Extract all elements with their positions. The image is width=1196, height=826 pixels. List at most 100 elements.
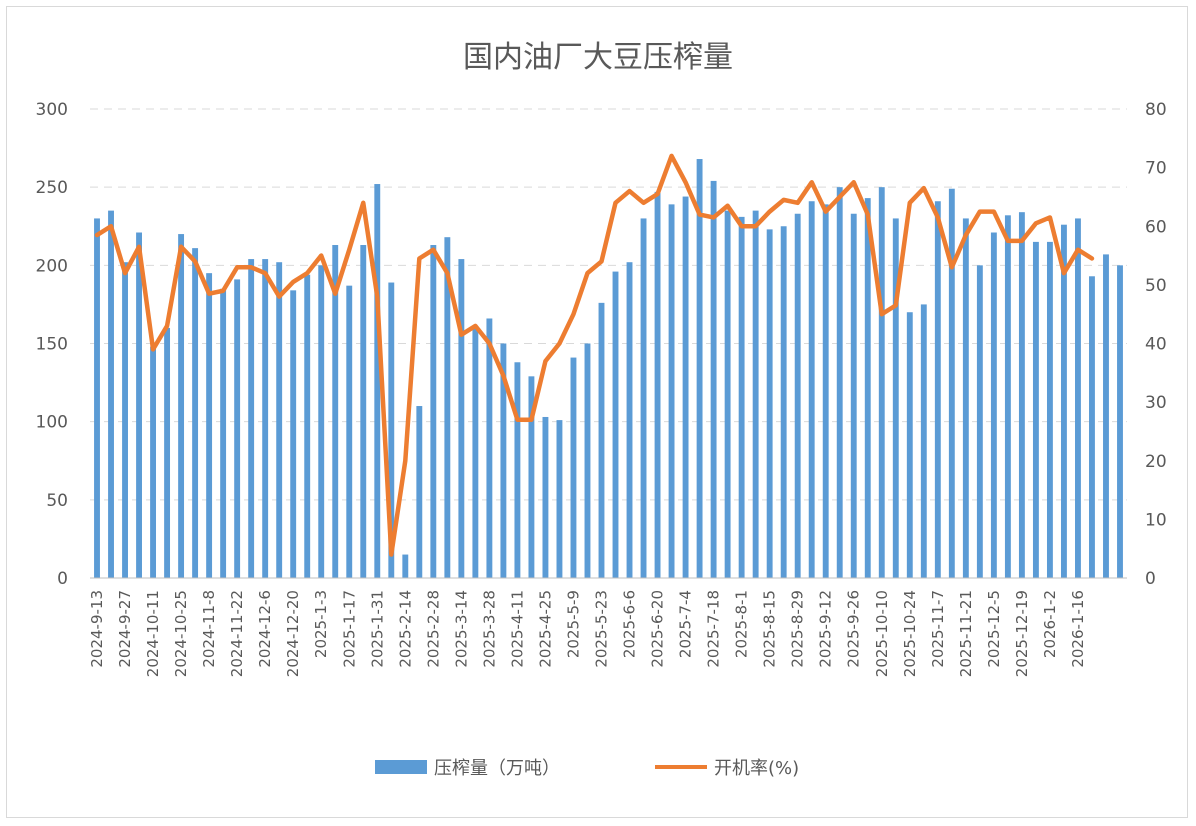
right-tick-label: 60 (1145, 217, 1167, 237)
bar (836, 187, 843, 578)
bar (766, 229, 773, 579)
bar (248, 259, 255, 578)
x-tick-label: 2025-11-7 (929, 590, 947, 668)
legend-line-label: 开机率(%) (714, 758, 799, 779)
bar (150, 346, 157, 578)
bar (444, 237, 451, 578)
x-tick-label: 2025-5-23 (592, 590, 610, 668)
bar (528, 376, 535, 578)
x-tick-label: 2024-12-6 (256, 590, 274, 668)
x-axis-ticks: 2024-9-13 2024-9-27 2024-10-11 2024-10-25 20… (88, 590, 1087, 677)
bar (920, 304, 927, 578)
bar (276, 262, 283, 578)
legend-bar-label: 压榨量（万吨） (434, 758, 560, 779)
legend: 压榨量（万吨） 开机率(%) (375, 758, 799, 779)
bar (164, 327, 171, 578)
bar (234, 279, 241, 578)
bar (402, 554, 409, 578)
x-tick-label: 2025-7-18 (705, 590, 723, 668)
bar (220, 288, 227, 578)
x-tick-label: 2025-2-14 (396, 590, 414, 668)
bar (584, 343, 591, 578)
x-tick-label: 2024-11-8 (200, 590, 218, 668)
x-tick-label: 2026-1-2 (1041, 590, 1059, 658)
bar (710, 180, 717, 578)
bar (304, 274, 311, 578)
right-tick-label: 70 (1145, 159, 1167, 179)
bar (668, 204, 675, 578)
bar (864, 198, 871, 579)
left-tick-label: 50 (46, 491, 68, 511)
legend-bar-swatch (375, 760, 427, 774)
bar (948, 188, 955, 579)
x-tick-label: 2025-6-20 (649, 590, 667, 668)
bar (374, 184, 381, 579)
x-tick-label: 2025-7-4 (677, 590, 695, 658)
bar (878, 187, 885, 578)
x-tick-label: 2024-9-13 (88, 590, 106, 668)
bar (808, 201, 815, 578)
chart-svg: 国内油厂大豆压榨量 0 50 100 150 200 250 300 0 10 20 30 40 50… (36, 40, 1167, 779)
bar (514, 362, 521, 578)
bar (934, 201, 941, 578)
x-tick-label: 2025-10-10 (873, 590, 891, 677)
x-tick-label: 2024-10-25 (172, 590, 190, 677)
bar (570, 357, 577, 578)
bar (794, 213, 801, 578)
gridlines (90, 108, 1127, 501)
bar (332, 245, 339, 578)
x-tick-label: 2025-5-9 (564, 590, 582, 658)
chart-title: 国内油厂大豆压榨量 (463, 40, 733, 75)
x-tick-label: 2025-6-6 (621, 590, 639, 658)
x-tick-label: 2025-9-26 (845, 590, 863, 668)
line-series-operating-rate (94, 153, 1095, 557)
bar (850, 213, 857, 578)
x-tick-label: 2026-1-16 (1069, 590, 1087, 668)
bar (136, 232, 142, 578)
left-tick-label: 100 (36, 413, 68, 433)
bar (654, 191, 661, 578)
x-tick-label: 2025-8-1 (733, 590, 751, 658)
x-tick-label: 2024-11-22 (228, 590, 246, 677)
series-line (94, 153, 1095, 557)
x-tick-label: 2025-1-17 (340, 590, 358, 668)
x-tick-label: 2025-9-12 (817, 590, 835, 668)
bar (598, 302, 605, 578)
right-tick-label: 0 (1145, 569, 1156, 589)
bar (976, 265, 983, 578)
left-tick-label: 300 (36, 100, 68, 120)
right-tick-label: 40 (1145, 335, 1167, 355)
bar-series-crush-volume (94, 159, 1123, 579)
right-tick-label: 30 (1145, 393, 1167, 413)
x-tick-label: 2025-8-15 (761, 590, 779, 668)
bar (696, 159, 703, 578)
bar (1089, 276, 1095, 578)
left-tick-label: 200 (36, 256, 68, 276)
right-tick-label: 20 (1145, 452, 1167, 472)
left-tick-label: 150 (36, 335, 68, 355)
bar (1075, 218, 1081, 578)
bar (192, 248, 199, 579)
bar (1018, 212, 1025, 578)
x-tick-label: 2025-12-19 (1013, 590, 1031, 677)
x-tick-label: 2025-2-28 (424, 590, 442, 668)
x-tick-label: 2024-9-27 (116, 590, 134, 668)
x-tick-label: 2024-12-20 (284, 590, 302, 677)
bar (290, 290, 297, 578)
bar (430, 245, 437, 578)
x-tick-label: 2025-1-3 (312, 590, 330, 658)
bar (724, 210, 731, 578)
bar (1004, 215, 1011, 578)
left-tick-label: 250 (36, 178, 68, 198)
bar (388, 282, 395, 578)
x-tick-label: 2025-1-31 (368, 590, 386, 668)
bar (360, 245, 367, 578)
x-tick-label: 2025-4-25 (536, 590, 554, 668)
bar (542, 416, 549, 578)
bar (108, 210, 114, 578)
right-tick-label: 50 (1145, 276, 1167, 296)
x-tick-label: 2025-4-11 (508, 590, 526, 668)
x-tick-label: 2025-12-5 (985, 590, 1003, 668)
x-tick-label: 2025-8-29 (789, 590, 807, 668)
bar (906, 312, 913, 578)
